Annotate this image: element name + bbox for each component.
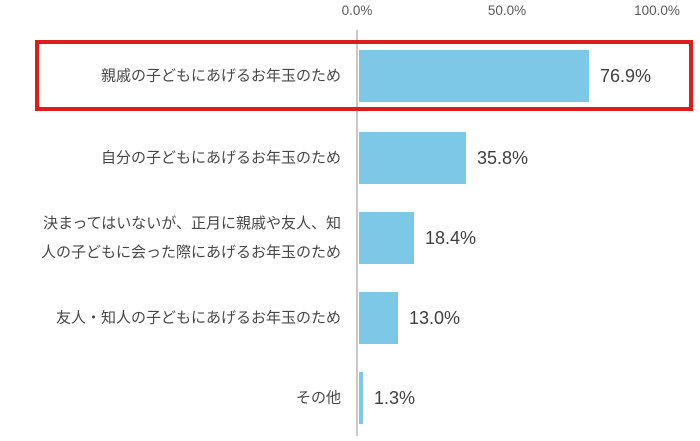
x-axis-tick-label: 50.0% — [487, 3, 527, 18]
category-label: 友人・知人の子どもにあげるお年玉のため — [55, 309, 341, 327]
chart-row: 18.4% — [359, 212, 476, 264]
value-label: 76.9% — [600, 65, 652, 86]
bar — [359, 212, 414, 264]
category-label: 親戚の子どもにあげるお年玉のため — [100, 67, 341, 85]
chart-row: 76.9% — [359, 50, 651, 102]
value-label: 18.4% — [425, 227, 477, 248]
bar — [359, 132, 466, 184]
bar — [359, 372, 363, 424]
category-label: その他 — [295, 389, 341, 407]
value-label: 1.3% — [374, 387, 416, 408]
x-axis-tick-label: 0.0% — [341, 3, 373, 18]
value-label: 13.0% — [409, 307, 461, 328]
category-label: 決まってはいないが、正月に親戚や友人、知 人の子どもに会った際にあげるお年玉のた… — [40, 215, 341, 261]
bar — [359, 50, 589, 102]
value-label: 35.8% — [477, 147, 529, 168]
category-label: 自分の子どもにあげるお年玉のため — [100, 149, 341, 167]
x-axis-tick-label: 100.0% — [634, 3, 680, 18]
chart-row: 13.0% — [359, 292, 460, 344]
chart-row: 1.3% — [359, 372, 415, 424]
bar — [359, 292, 398, 344]
x-axis-line — [356, 30, 358, 436]
chart-row: 35.8% — [359, 132, 528, 184]
